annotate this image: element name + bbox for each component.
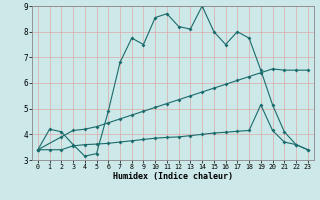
X-axis label: Humidex (Indice chaleur): Humidex (Indice chaleur) <box>113 172 233 181</box>
